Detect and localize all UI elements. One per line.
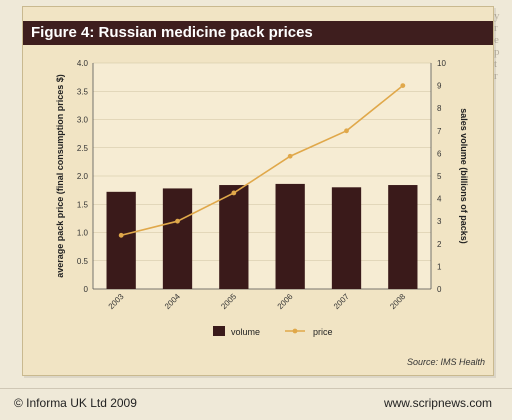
copyright-text: © Informa UK Ltd 2009 (14, 396, 137, 410)
price-point (287, 153, 293, 159)
left-tick-label: 2.5 (77, 144, 89, 153)
left-tick-label: 3.0 (77, 116, 89, 125)
legend-volume-swatch (213, 326, 225, 336)
chart: 0 0.5 1.0 1.5 2.0 2.5 3.0 3.5 4.0 0 1 2 3 4 5 6 7 8 9 10 ave… (55, 59, 469, 337)
bar-volume (162, 188, 193, 289)
x-tick-label: 2004 (163, 292, 182, 311)
right-tick-label: 9 (437, 82, 442, 91)
left-tick-label: 2.0 (77, 172, 89, 181)
right-tick-label: 6 (437, 149, 442, 158)
figure-title: Figure 4: Russian medicine pack prices (31, 24, 313, 41)
y-axis-title: average pack price (final consumption pr… (55, 74, 65, 278)
legend-volume-label: volume (231, 327, 260, 337)
right-tick-label: 2 (437, 240, 442, 249)
price-point (344, 128, 349, 134)
price-point (400, 83, 406, 88)
price-point (175, 218, 180, 224)
figure-title-bar: Figure 4: Russian medicine pack prices (23, 21, 493, 45)
bar-volume (388, 185, 418, 289)
right-tick-label: 7 (437, 127, 442, 136)
footer-divider (0, 388, 512, 389)
bar-volume (106, 191, 136, 289)
right-tick-label: 10 (437, 59, 446, 68)
y2-axis-title: sales volume (billions of packs) (459, 108, 469, 244)
bar-volume (219, 185, 249, 289)
line-price (120, 84, 404, 237)
right-tick-label: 8 (437, 104, 442, 113)
left-tick-label: 0 (84, 285, 89, 294)
left-tick-label: 1.5 (77, 200, 89, 209)
right-tick-label: 3 (437, 217, 442, 226)
bar-volume (275, 183, 305, 289)
website-link[interactable]: www.scripnews.com (383, 396, 492, 410)
right-tick-label: 1 (437, 262, 442, 271)
price-point (231, 190, 237, 196)
right-tick-label: 5 (437, 172, 442, 181)
left-tick-label: 3.5 (77, 87, 89, 96)
legend-price-marker (292, 328, 298, 334)
x-tick-label: 2007 (332, 292, 351, 311)
left-tick-label: 1.0 (77, 229, 89, 238)
x-tick-label: 2006 (276, 292, 295, 311)
left-tick-label: 0.5 (77, 257, 89, 266)
figure-panel: Figure 4: Russian medicine pack prices 0… (22, 6, 494, 376)
price-point (118, 232, 124, 238)
x-tick-label: 2003 (107, 292, 126, 311)
x-tick-label: 2008 (388, 292, 407, 311)
right-tick-label: 4 (437, 195, 442, 204)
bar-volume (331, 187, 362, 289)
x-tick-label: 2005 (219, 292, 238, 311)
left-tick-label: 4.0 (77, 59, 89, 68)
right-tick-label: 0 (437, 285, 442, 294)
source-note: Source: IMS Health (406, 357, 485, 367)
legend-price-label: price (313, 327, 333, 337)
